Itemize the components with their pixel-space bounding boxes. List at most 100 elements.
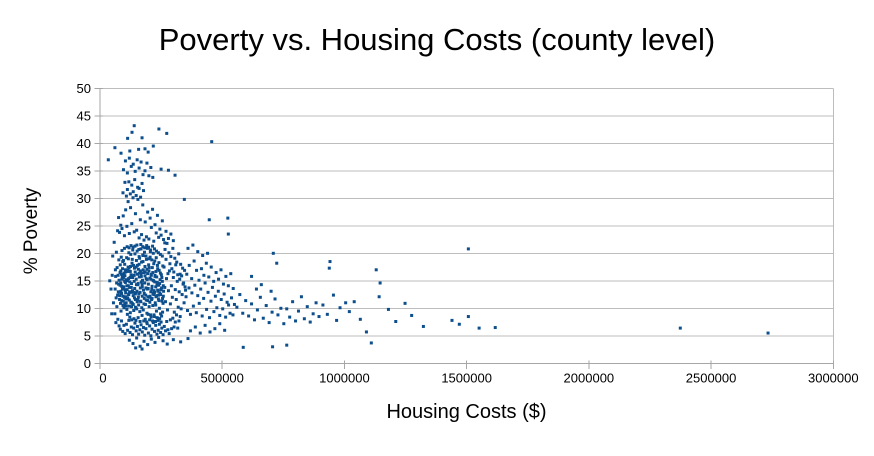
x-tick-label: 2000000 bbox=[564, 370, 615, 385]
data-point bbox=[136, 298, 140, 302]
data-point bbox=[139, 243, 143, 246]
data-point bbox=[147, 245, 151, 249]
data-point bbox=[140, 282, 144, 286]
x-tick-label: 500000 bbox=[201, 370, 244, 385]
data-point bbox=[125, 307, 129, 311]
data-point bbox=[225, 300, 229, 304]
data-point bbox=[140, 285, 144, 289]
data-point bbox=[130, 222, 134, 226]
data-point bbox=[119, 255, 123, 259]
data-point bbox=[139, 247, 143, 251]
data-point bbox=[198, 331, 202, 335]
data-point bbox=[137, 275, 141, 279]
data-point bbox=[210, 285, 214, 289]
data-point bbox=[148, 250, 152, 254]
data-point bbox=[121, 273, 125, 277]
data-point bbox=[116, 273, 120, 277]
data-point bbox=[269, 289, 273, 293]
data-point bbox=[122, 285, 126, 289]
data-point bbox=[159, 331, 163, 334]
data-point bbox=[149, 225, 153, 229]
data-point bbox=[137, 332, 141, 336]
y-tick-label: 30 bbox=[77, 191, 91, 206]
data-point bbox=[161, 301, 165, 305]
data-point bbox=[150, 284, 154, 288]
data-point bbox=[171, 246, 175, 250]
data-point bbox=[466, 315, 470, 319]
data-point bbox=[138, 218, 142, 222]
data-point bbox=[153, 273, 157, 277]
data-point bbox=[154, 249, 158, 253]
data-point bbox=[123, 262, 127, 266]
data-point bbox=[121, 214, 125, 218]
data-point bbox=[134, 283, 138, 287]
data-point bbox=[199, 287, 203, 291]
data-point bbox=[213, 327, 217, 331]
data-point bbox=[147, 305, 151, 309]
data-point bbox=[139, 160, 143, 164]
data-point bbox=[127, 292, 131, 296]
data-point bbox=[145, 320, 149, 324]
x-tick-label: 1500000 bbox=[441, 370, 492, 385]
data-point bbox=[152, 239, 156, 243]
data-point bbox=[110, 312, 114, 316]
data-point bbox=[183, 268, 187, 272]
data-point bbox=[147, 257, 151, 261]
data-point bbox=[466, 247, 470, 251]
data-point bbox=[191, 243, 195, 247]
data-point bbox=[130, 261, 134, 265]
data-point bbox=[142, 250, 146, 254]
data-point bbox=[126, 328, 130, 332]
data-point bbox=[119, 281, 123, 285]
data-point bbox=[271, 345, 275, 349]
data-point bbox=[132, 230, 136, 234]
data-point bbox=[113, 146, 117, 150]
data-point bbox=[115, 281, 119, 285]
data-point bbox=[140, 347, 144, 351]
data-point bbox=[155, 213, 159, 217]
data-point bbox=[110, 273, 114, 277]
data-point bbox=[113, 287, 117, 291]
data-point bbox=[184, 288, 188, 292]
data-point bbox=[151, 321, 155, 325]
data-point bbox=[143, 265, 147, 268]
data-point bbox=[161, 284, 165, 288]
data-point bbox=[131, 342, 135, 345]
data-point bbox=[114, 250, 118, 254]
data-point bbox=[117, 258, 121, 262]
axes bbox=[94, 87, 834, 369]
data-point bbox=[128, 311, 132, 315]
data-point bbox=[113, 268, 117, 272]
data-point bbox=[170, 267, 174, 271]
data-points bbox=[106, 124, 770, 351]
data-point bbox=[131, 276, 135, 279]
data-point bbox=[177, 319, 181, 323]
data-point bbox=[153, 329, 157, 333]
data-point bbox=[271, 251, 275, 255]
data-point bbox=[138, 290, 142, 294]
data-point bbox=[133, 169, 137, 173]
data-point bbox=[142, 302, 146, 306]
data-point bbox=[143, 169, 147, 173]
data-point bbox=[171, 316, 175, 320]
data-point bbox=[117, 216, 121, 220]
data-point bbox=[145, 244, 149, 248]
data-point bbox=[149, 315, 153, 319]
data-point bbox=[159, 167, 163, 171]
data-point bbox=[121, 329, 125, 333]
data-point bbox=[123, 159, 127, 163]
data-point bbox=[139, 272, 143, 276]
data-point bbox=[177, 290, 181, 294]
data-point bbox=[118, 263, 122, 267]
data-point bbox=[147, 269, 151, 273]
data-point bbox=[131, 162, 135, 166]
data-point bbox=[394, 320, 398, 323]
data-point bbox=[208, 330, 212, 334]
data-point bbox=[141, 173, 145, 177]
data-point bbox=[108, 279, 112, 283]
data-point bbox=[133, 252, 137, 256]
data-point bbox=[493, 326, 497, 330]
data-point bbox=[187, 286, 191, 290]
data-point bbox=[182, 281, 186, 285]
data-point bbox=[156, 251, 160, 255]
